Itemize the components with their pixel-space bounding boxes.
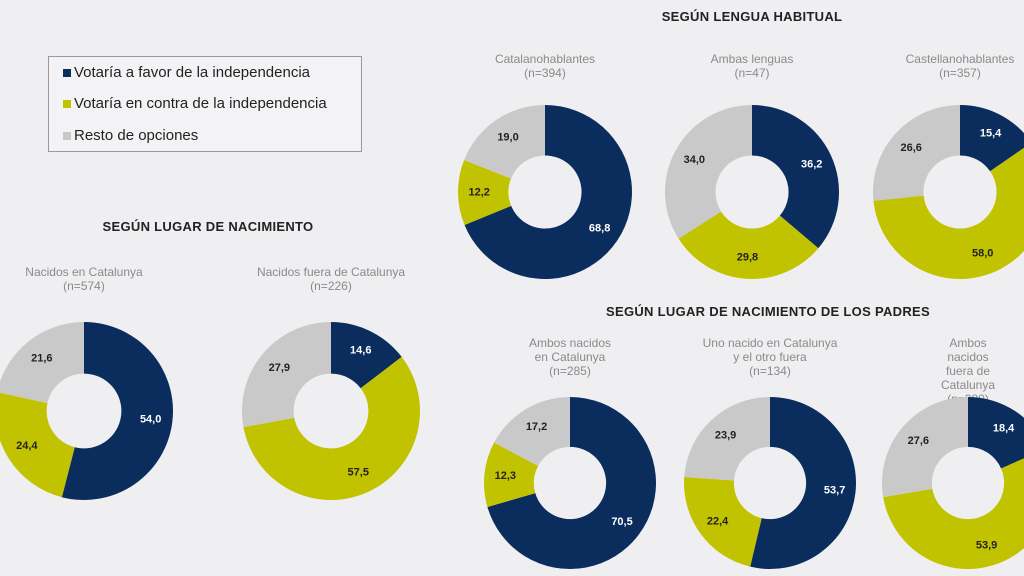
data-label-resto: 17,2 (526, 421, 547, 433)
donut-slice-resto (882, 397, 968, 498)
donut-title: Uno nacido en Catalunya y el otro fuera … (702, 336, 838, 378)
donut-slice-resto (464, 105, 545, 179)
donut-slice-favor (61, 322, 174, 501)
data-label-resto: 27,6 (908, 435, 929, 447)
data-label-contra: 57,5 (348, 466, 369, 478)
donut-title: Nacidos fuera de Catalunya (n=226) (256, 265, 406, 293)
donut-title: Ambos nacidos en Catalunya (n=285) (528, 336, 612, 378)
data-label-favor: 18,4 (993, 422, 1015, 434)
legend-swatch-favor (63, 68, 71, 77)
data-label-resto: 21,6 (31, 353, 52, 365)
donut-slice-favor (464, 105, 633, 279)
donut-slice-resto (873, 105, 960, 201)
donut-slice-favor (750, 397, 856, 569)
donut-slice-contra (684, 477, 762, 567)
data-label-resto: 34,0 (684, 154, 705, 166)
section-title-padres: SEGÚN LUGAR DE NACIMIENTO DE LOS PADRES (606, 304, 930, 319)
data-label-contra: 12,2 (469, 186, 490, 198)
legend-label: Votaría a favor de la independencia (74, 64, 311, 81)
donut-slice-resto (684, 397, 770, 481)
donut-slice-resto (665, 105, 752, 239)
data-label-favor: 68,8 (589, 223, 610, 235)
donut-title: Nacidos en Catalunya (n=574) (25, 265, 143, 293)
donut-slice-favor (487, 397, 657, 570)
data-label-resto: 27,9 (269, 362, 290, 374)
donut-slice-contra (678, 211, 819, 280)
legend: Votaría a favor de la independencia Vota… (48, 56, 362, 152)
donut-title: Catalanohablantes (n=394) (494, 52, 596, 80)
donut-slice-resto (242, 322, 331, 428)
section-title-lengua: SEGÚN LENGUA HABITUAL (661, 9, 843, 24)
donut-slice-contra (873, 147, 1024, 279)
data-label-contra: 58,0 (972, 248, 993, 260)
data-label-contra: 12,3 (495, 470, 516, 482)
donut-slice-favor (331, 322, 402, 389)
donut-slice-resto (494, 397, 570, 466)
donut-slice-contra (0, 392, 75, 498)
data-label-contra: 29,8 (737, 252, 758, 264)
legend-swatch-resto (63, 131, 71, 140)
data-label-favor: 70,5 (611, 516, 632, 528)
donut-slice-contra (243, 356, 420, 500)
data-label-contra: 24,4 (16, 440, 38, 452)
data-label-favor: 15,4 (980, 128, 1002, 140)
donut-slice-contra (484, 442, 539, 507)
legend-label: Resto de opciones (74, 127, 199, 144)
donut-slice-favor (752, 105, 840, 249)
data-label-resto: 23,9 (715, 429, 736, 441)
data-label-resto: 19,0 (497, 132, 518, 144)
legend-label: Votaría en contra de la independencia (74, 95, 327, 112)
legend-item-favor: Votaría a favor de la independencia (63, 64, 310, 81)
legend-item-resto: Resto de opciones (63, 127, 198, 144)
data-label-favor: 36,2 (801, 158, 822, 170)
data-label-favor: 54,0 (140, 413, 161, 425)
donut-title: Castellanohablantes (n=357) (905, 52, 1015, 80)
donut-slice-favor (960, 105, 1024, 172)
section-title-nacimiento: SEGÚN LUGAR DE NACIMIENTO (102, 219, 314, 234)
data-label-contra: 22,4 (707, 515, 729, 527)
donut-slice-contra (883, 458, 1024, 569)
data-label-favor: 14,6 (350, 345, 371, 357)
legend-item-contra: Votaría en contra de la independencia (63, 95, 327, 112)
donut-slice-resto (0, 322, 84, 404)
data-label-resto: 26,6 (901, 142, 922, 154)
donut-title: Ambas lenguas (n=47) (710, 52, 794, 80)
legend-swatch-contra (63, 99, 71, 108)
donut-slice-favor (968, 397, 1024, 469)
donut-slice-contra (457, 159, 512, 226)
data-label-contra: 53,9 (976, 539, 997, 551)
data-label-favor: 53,7 (824, 484, 845, 496)
